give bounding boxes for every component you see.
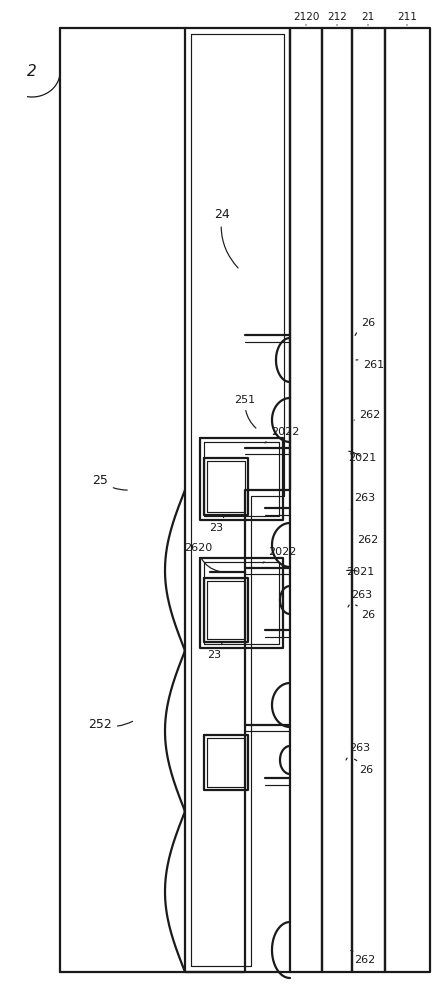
Text: 251: 251	[235, 395, 256, 428]
Text: 262: 262	[351, 951, 376, 965]
Text: 24: 24	[214, 209, 238, 268]
Text: 262: 262	[354, 410, 381, 420]
Text: 212: 212	[327, 12, 347, 22]
Text: 2022: 2022	[265, 427, 299, 443]
Text: 23: 23	[207, 642, 222, 660]
Text: 2120: 2120	[293, 12, 319, 22]
Text: 26: 26	[355, 759, 373, 775]
Text: 262: 262	[352, 535, 379, 545]
Text: 25: 25	[92, 474, 127, 490]
Text: 252: 252	[88, 718, 133, 732]
Text: 26: 26	[355, 605, 375, 620]
Text: 211: 211	[397, 12, 417, 22]
Text: 261: 261	[356, 360, 385, 370]
Text: 2620: 2620	[184, 543, 219, 571]
Text: 263: 263	[348, 590, 373, 607]
Text: 21: 21	[361, 12, 374, 22]
Text: 23: 23	[209, 517, 224, 533]
Text: 2021: 2021	[348, 451, 376, 463]
Text: 2: 2	[27, 64, 37, 80]
Text: 263: 263	[351, 493, 376, 510]
Text: 2021: 2021	[346, 567, 374, 577]
Text: 26: 26	[355, 318, 375, 335]
Text: 2022: 2022	[263, 547, 296, 563]
Text: 263: 263	[346, 743, 370, 760]
